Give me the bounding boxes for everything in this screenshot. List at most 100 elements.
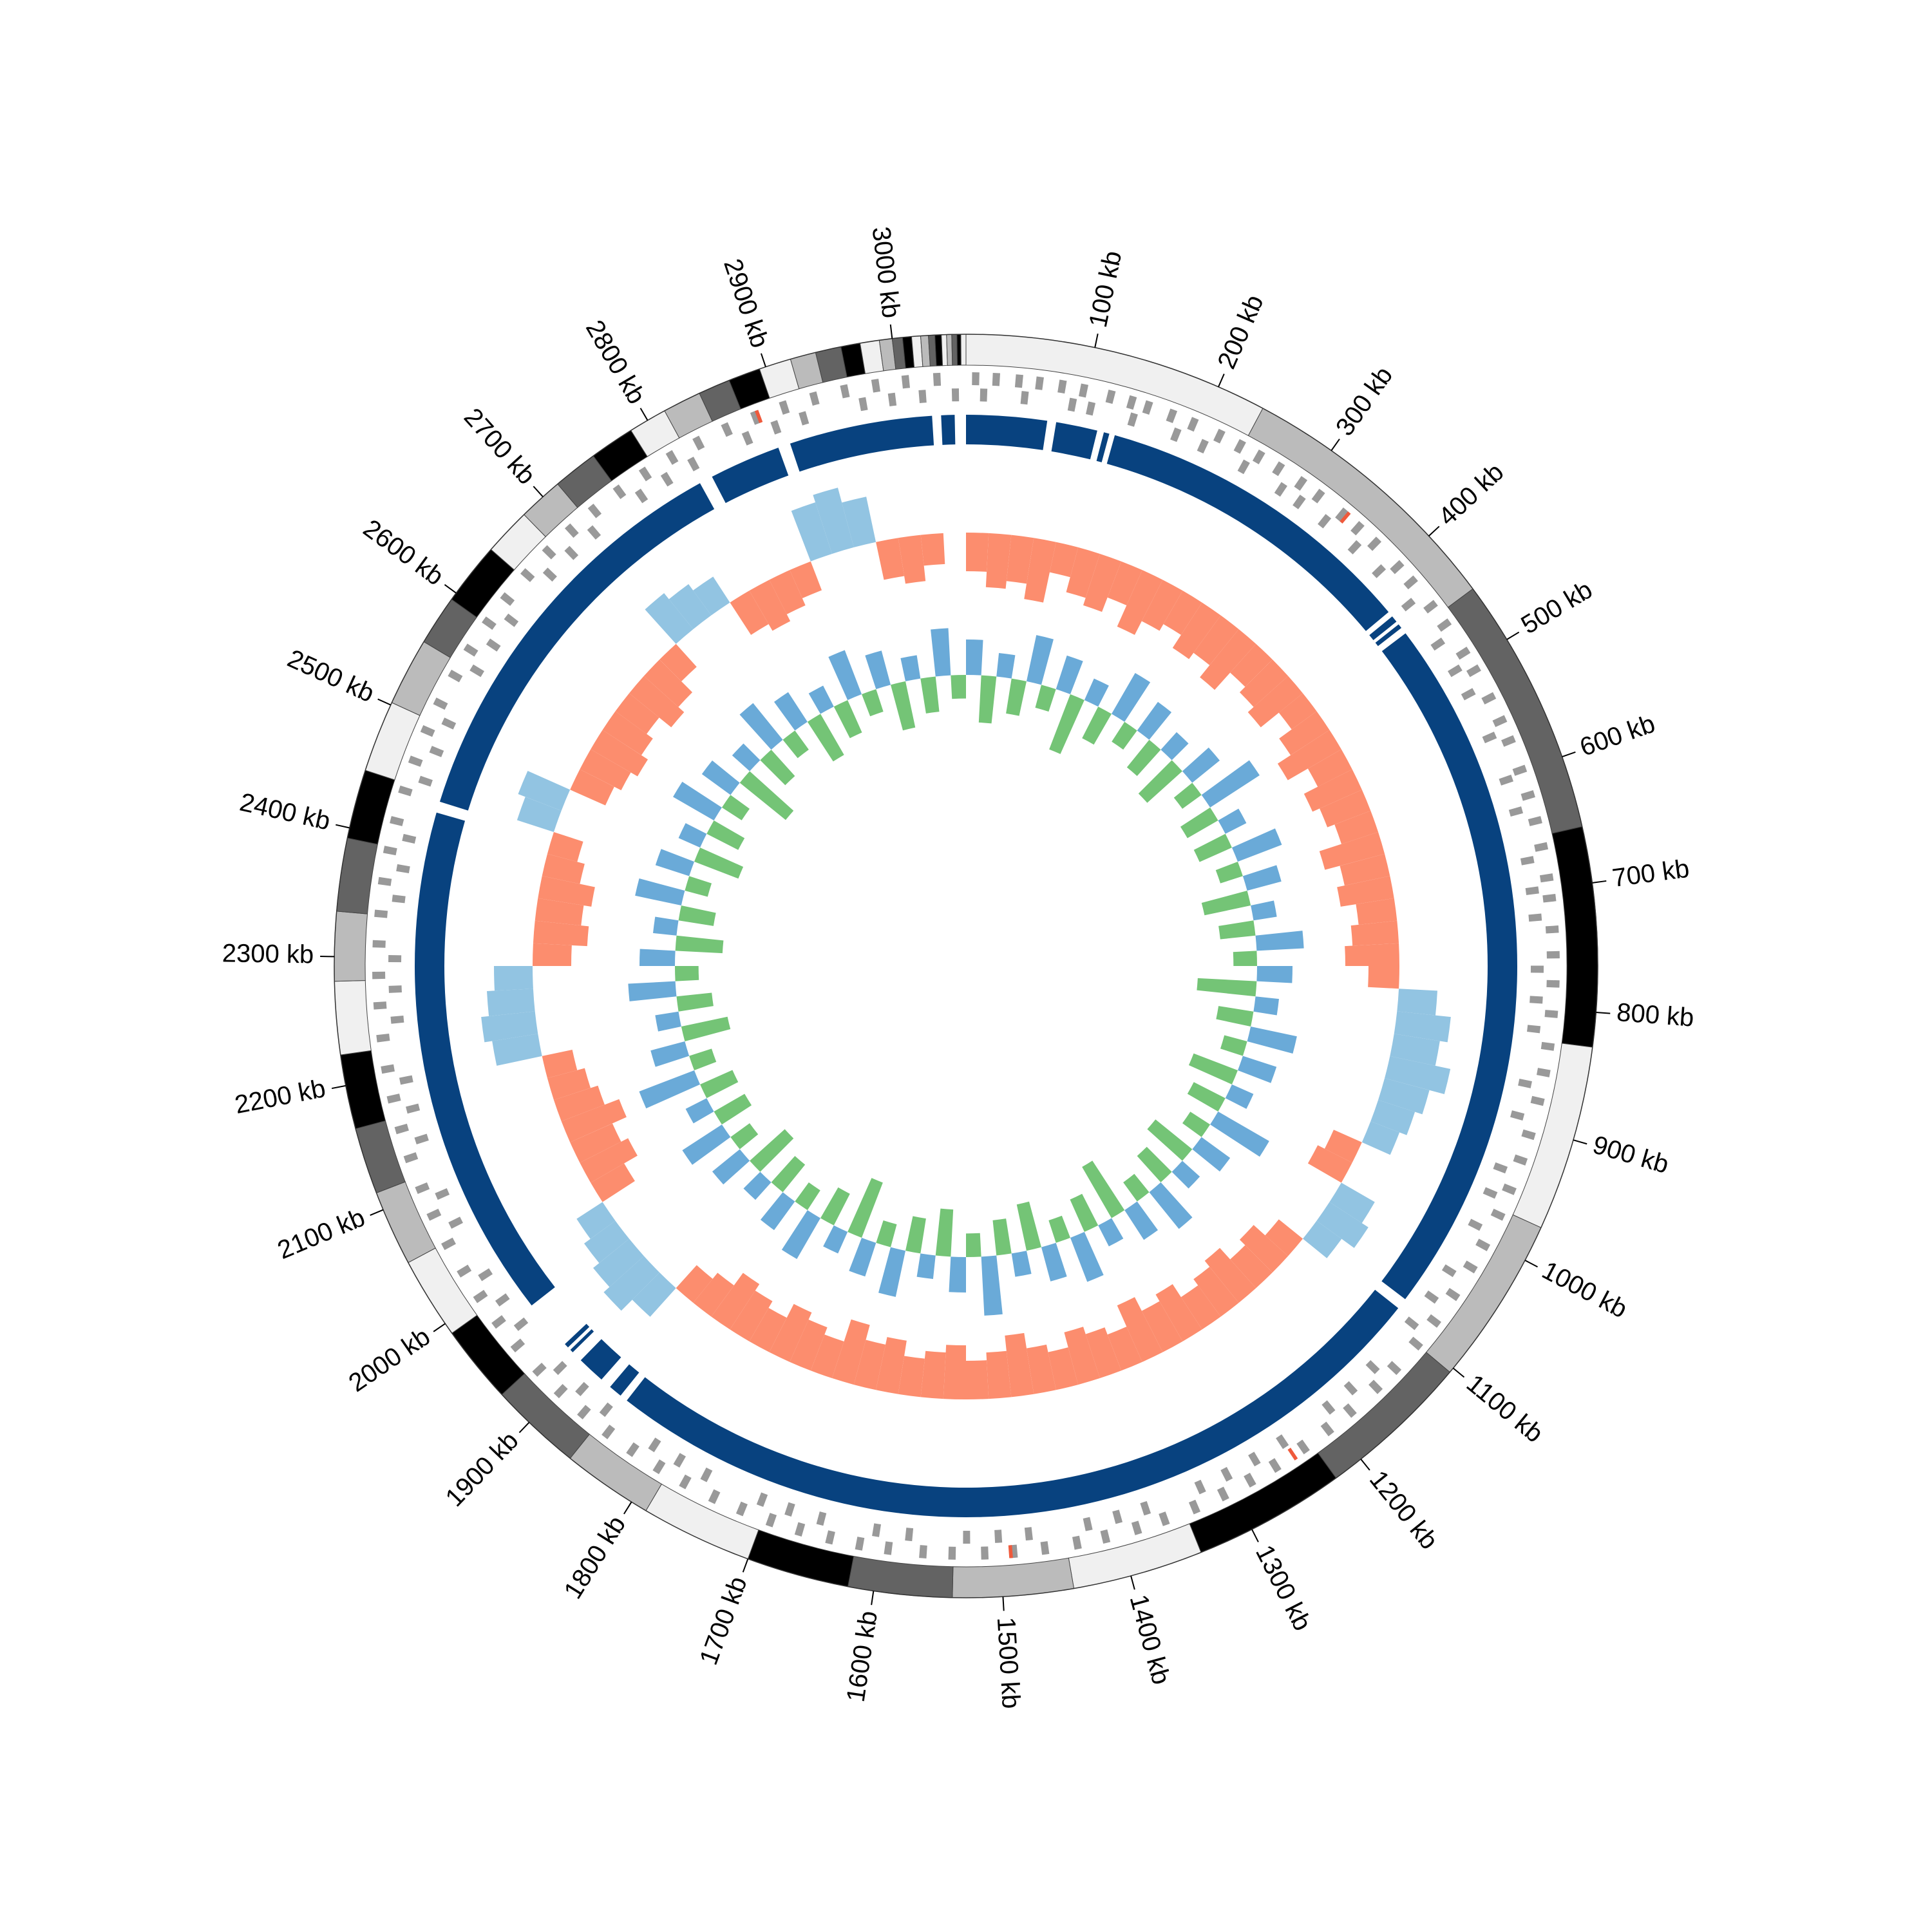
gc-skew-bar — [1316, 1202, 1368, 1248]
gc-content-bar — [1255, 931, 1304, 951]
gene-reverse — [1372, 564, 1387, 578]
gene-reverse — [1127, 412, 1138, 427]
gc-content-bar — [639, 949, 676, 966]
gc-content-bar — [808, 685, 834, 714]
tick-mark — [1506, 631, 1520, 640]
gc-skew-bar — [1049, 542, 1079, 578]
gene-reverse — [700, 1467, 713, 1482]
tick-label: 2900 kb — [718, 256, 774, 352]
gene-forward — [1537, 1068, 1551, 1077]
gc-skew-bar — [1378, 1078, 1430, 1115]
gc-content-bar — [1180, 807, 1218, 838]
gene-forward — [1368, 1379, 1383, 1394]
gc-content-bar — [655, 1011, 681, 1032]
gene-reverse — [399, 1075, 413, 1085]
gc-skew-bar — [570, 769, 614, 806]
gene-reverse — [1468, 1218, 1483, 1231]
gene-reverse — [504, 613, 519, 627]
gc-content-bar — [655, 849, 695, 876]
gc-skew-bar — [576, 1202, 616, 1239]
tick-label: 2300 kb — [222, 939, 314, 969]
hit — [1096, 432, 1110, 462]
tick-label: 500 kb — [1517, 575, 1598, 639]
gene-forward — [398, 785, 413, 797]
gc-skew-bar — [645, 593, 694, 644]
gc-content-bar — [1233, 951, 1257, 966]
gene-reverse — [392, 895, 406, 904]
hit — [565, 1323, 590, 1348]
gene-reverse — [402, 833, 417, 844]
gc-content-bar — [1251, 900, 1277, 921]
gene-forward — [1475, 1238, 1491, 1251]
gene-forward — [721, 422, 733, 437]
gc-skew-bar — [1141, 580, 1183, 631]
tick-mark — [1592, 880, 1607, 884]
gene-forward — [491, 1315, 506, 1329]
gc-content-bar — [1137, 1146, 1172, 1182]
gc-skew-bar — [547, 1068, 591, 1100]
gc-skew-bar — [749, 580, 791, 631]
tick-label: 1000 kb — [1537, 1256, 1631, 1323]
gc-skew-bar — [1356, 898, 1397, 925]
gc-content-bar — [1137, 701, 1172, 740]
hit — [1369, 616, 1397, 641]
gene-forward — [377, 876, 392, 886]
gc-skew-bar — [1066, 547, 1100, 598]
gene-forward — [1530, 1095, 1545, 1106]
gc-content-bar — [1006, 678, 1027, 716]
gene-forward — [1542, 893, 1557, 903]
gc-skew-bar — [1230, 643, 1273, 687]
gene-reverse — [687, 457, 700, 471]
gc-skew-bar — [591, 1163, 635, 1202]
hit — [1051, 422, 1097, 460]
gc-skew-bar — [570, 1123, 621, 1163]
gc-skew-bar — [1370, 1099, 1416, 1135]
gc-skew-bar — [769, 1303, 812, 1362]
tick-label: 3000 kb — [867, 225, 905, 320]
gc-skew-bar — [1319, 832, 1385, 870]
gc-content-bar — [795, 1182, 820, 1211]
gene-reverse — [495, 1293, 510, 1307]
gene-forward — [1501, 735, 1516, 747]
gc-skew-bar — [1006, 535, 1034, 584]
gc-content-bar — [714, 1094, 752, 1125]
hit — [415, 812, 555, 1306]
hit — [570, 1329, 594, 1352]
gc-skew-bar — [876, 1337, 907, 1394]
gc-content-bar — [689, 1048, 717, 1070]
gc-content-bar — [981, 1255, 1003, 1316]
gc-content-bar — [678, 905, 716, 926]
gene-reverse — [396, 864, 410, 874]
gene-reverse — [1527, 1025, 1541, 1034]
tick-mark — [1251, 1529, 1259, 1542]
gene-reverse — [441, 717, 457, 730]
gc-skew-bar — [547, 832, 583, 862]
gene-reverse — [1112, 1510, 1123, 1524]
gc-content-bar — [1070, 1231, 1104, 1282]
gene-reverse — [1347, 540, 1362, 554]
gc-skew-bar — [535, 898, 584, 926]
tick-label: 1800 kb — [559, 1511, 632, 1604]
gc-skew-bar — [487, 989, 535, 1016]
gc-content-bar — [891, 681, 916, 731]
gc-content-bar — [849, 1237, 876, 1277]
gene-forward — [1513, 1154, 1528, 1166]
gc-skew-bar — [1193, 1267, 1239, 1317]
gc-content-bar — [1193, 833, 1232, 862]
gene-reverse — [564, 545, 579, 560]
gene-forward — [1387, 1361, 1402, 1376]
gc-content-bar — [920, 676, 940, 714]
gene-forward — [373, 1001, 387, 1010]
gene-forward — [482, 616, 497, 630]
tick-label: 1600 kb — [842, 1609, 883, 1704]
tick-label: 1900 kb — [440, 1426, 524, 1512]
gc-content-bar — [706, 820, 745, 850]
gene-forward — [1187, 417, 1199, 432]
gc-skew-bar — [542, 853, 585, 884]
gene-reverse — [770, 420, 782, 435]
gene-reverse — [486, 638, 501, 652]
gene-reverse — [599, 1402, 613, 1417]
gene-forward — [381, 1064, 395, 1074]
gene-forward — [901, 375, 911, 389]
gc-skew-bar — [790, 1320, 828, 1371]
